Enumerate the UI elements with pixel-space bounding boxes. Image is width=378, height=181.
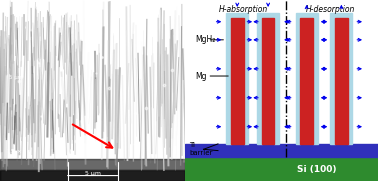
Bar bbox=[296, 13, 318, 18]
Text: H-absorption: H-absorption bbox=[218, 5, 268, 14]
Bar bbox=[0, 159, 185, 170]
Text: 5 μm: 5 μm bbox=[9, 75, 23, 80]
Bar bbox=[226, 13, 248, 18]
Bar bbox=[231, 18, 243, 144]
Bar bbox=[348, 18, 352, 144]
Text: Ti: Ti bbox=[189, 142, 195, 148]
Bar bbox=[226, 18, 231, 144]
Bar bbox=[257, 18, 262, 144]
Text: Si (100): Si (100) bbox=[297, 165, 336, 174]
Bar bbox=[4, 89, 85, 157]
Text: barrier: barrier bbox=[189, 150, 212, 156]
Bar bbox=[335, 18, 348, 144]
Text: H-desorption: H-desorption bbox=[306, 5, 355, 14]
Text: Mg: Mg bbox=[195, 71, 206, 81]
Bar bbox=[257, 13, 279, 18]
Text: MgH₂: MgH₂ bbox=[195, 35, 215, 44]
Bar bbox=[296, 18, 301, 144]
Bar bbox=[313, 18, 318, 144]
Bar bbox=[0, 170, 185, 181]
Bar bbox=[274, 18, 279, 144]
Text: 15 ×: 15 × bbox=[8, 149, 22, 154]
Bar bbox=[301, 18, 313, 144]
Bar bbox=[330, 18, 335, 144]
Bar bbox=[243, 18, 248, 144]
Bar bbox=[330, 13, 352, 18]
Bar bbox=[262, 18, 274, 144]
Bar bbox=[185, 144, 378, 157]
Bar bbox=[4, 5, 85, 83]
Bar bbox=[185, 157, 378, 181]
Text: 5 μm: 5 μm bbox=[85, 171, 101, 176]
